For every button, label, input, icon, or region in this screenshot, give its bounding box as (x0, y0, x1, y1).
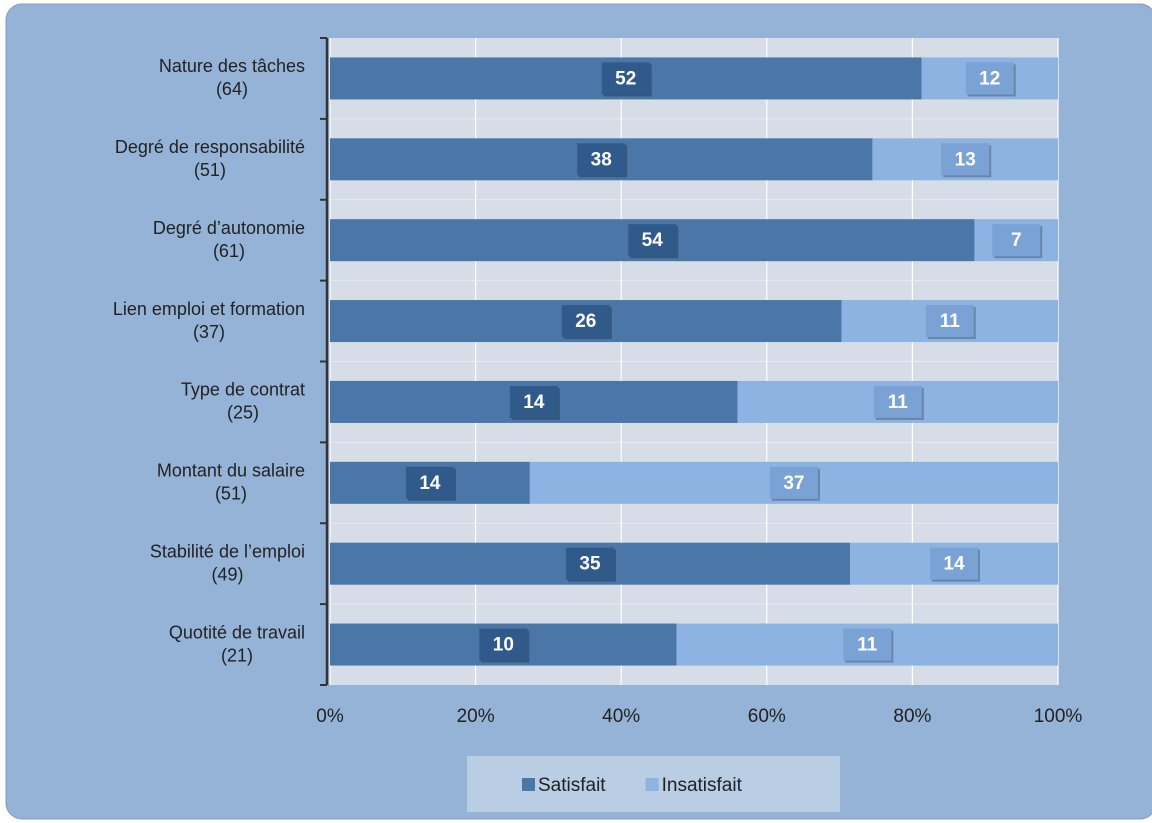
category-label: Stabilité de l’emploi (150, 541, 305, 561)
data-label: 14 (523, 392, 545, 413)
data-label-box (577, 143, 626, 176)
data-label: 11 (857, 635, 878, 656)
x-tick-label: 0% (316, 706, 344, 727)
data-label-box (930, 547, 978, 580)
x-tick-label: 40% (602, 706, 640, 727)
data-label-box (992, 224, 1041, 257)
legend-label: Satisfait (538, 775, 606, 796)
data-label: 14 (943, 554, 965, 575)
data-label-box (965, 62, 1014, 95)
data-label: 11 (940, 311, 961, 332)
data-label-box (479, 628, 528, 661)
legend-swatch (522, 778, 535, 791)
category-label: Lien emploi et formation (113, 299, 305, 319)
data-label: 52 (615, 68, 636, 89)
category-label: Quotité de travail (169, 622, 305, 642)
data-label: 12 (979, 68, 1000, 89)
category-note: (37) (193, 322, 225, 342)
legend-swatch (645, 778, 659, 791)
data-label: 35 (579, 554, 601, 575)
category-note: (64) (216, 79, 248, 99)
x-tick-label: 80% (893, 706, 931, 727)
data-label-box (769, 466, 818, 499)
data-label: 37 (783, 473, 804, 494)
category-note: (21) (221, 645, 253, 665)
data-label-box (843, 628, 892, 661)
x-tick-label: 20% (457, 706, 495, 727)
x-tick-label: 100% (1034, 706, 1083, 727)
legend-label: Insatisfait (662, 775, 743, 796)
data-label: 54 (642, 230, 664, 251)
data-label-box (941, 143, 990, 176)
data-label-box (925, 305, 974, 338)
data-label-box (628, 224, 677, 257)
data-label-box (566, 547, 614, 580)
data-label-box (509, 385, 558, 418)
category-note: (25) (227, 403, 259, 423)
data-label-box (601, 62, 650, 95)
category-note: (51) (194, 160, 226, 180)
data-label: 26 (575, 311, 596, 332)
data-label: 14 (419, 473, 441, 494)
x-tick-label: 60% (748, 706, 786, 727)
category-note: (51) (215, 484, 247, 504)
category-label: Type de contrat (181, 380, 305, 400)
category-label: Degré d’autonomie (153, 218, 305, 238)
data-label-box (405, 466, 454, 499)
data-label-box (561, 305, 610, 338)
data-label: 11 (888, 392, 909, 413)
data-label-box (873, 385, 922, 418)
category-note: (61) (213, 241, 245, 261)
category-label: Montant du salaire (157, 461, 305, 481)
data-label: 13 (955, 149, 976, 170)
category-label: Degré de responsabilité (115, 137, 305, 157)
category-note: (49) (211, 564, 243, 584)
category-label: Nature des tâches (159, 56, 305, 76)
data-label: 7 (1011, 230, 1022, 251)
data-label: 38 (591, 149, 612, 170)
data-label: 10 (493, 635, 514, 656)
